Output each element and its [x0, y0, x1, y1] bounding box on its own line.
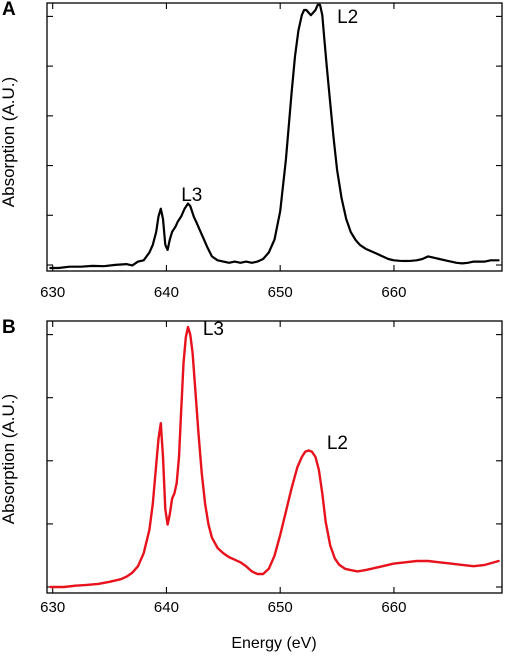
panel-a-x-tick-label-630: 630: [40, 284, 65, 301]
panel-a-ticks: [47, 3, 502, 271]
panel-a-tick-labels: 630 640 650 660: [40, 284, 406, 301]
panel-a-annotation-l2: L2: [337, 7, 358, 28]
panel-b: B Absorption (A.U.) 630 640 650 660 L3 L2: [0, 317, 503, 616]
panel-a: A Absorption (A.U.) 630 640 650 660 L3 L2: [0, 0, 503, 301]
panel-b-series-line: [49, 325, 500, 589]
panel-b-y-axis-label: Absorption (A.U.): [0, 394, 18, 524]
panel-b-x-tick-label-650: 650: [268, 599, 293, 616]
panel-a-annotation-l3: L3: [181, 185, 202, 206]
panel-b-tick-labels: 630 640 650 660: [40, 599, 406, 616]
panel-b-label: B: [2, 317, 16, 338]
panel-b-annotation-l3: L3: [203, 319, 224, 340]
panel-a-y-axis-label: Absorption (A.U.): [0, 77, 18, 207]
panel-b-frame: [46, 320, 503, 594]
panel-b-x-tick-label-660: 660: [381, 599, 406, 616]
panel-a-x-tick-label-640: 640: [154, 284, 179, 301]
panel-b-annotation-l2: L2: [327, 433, 348, 454]
panel-b-x-tick-label-640: 640: [154, 599, 179, 616]
panel-a-series-line: [49, 3, 500, 270]
panel-a-x-tick-label-660: 660: [381, 284, 406, 301]
panel-b-x-tick-label-630: 630: [40, 599, 65, 616]
x-axis-label: Energy (eV): [231, 635, 316, 652]
panel-a-label: A: [2, 0, 16, 20]
panel-a-x-tick-label-650: 650: [268, 284, 293, 301]
panel-a-frame: [46, 2, 503, 272]
